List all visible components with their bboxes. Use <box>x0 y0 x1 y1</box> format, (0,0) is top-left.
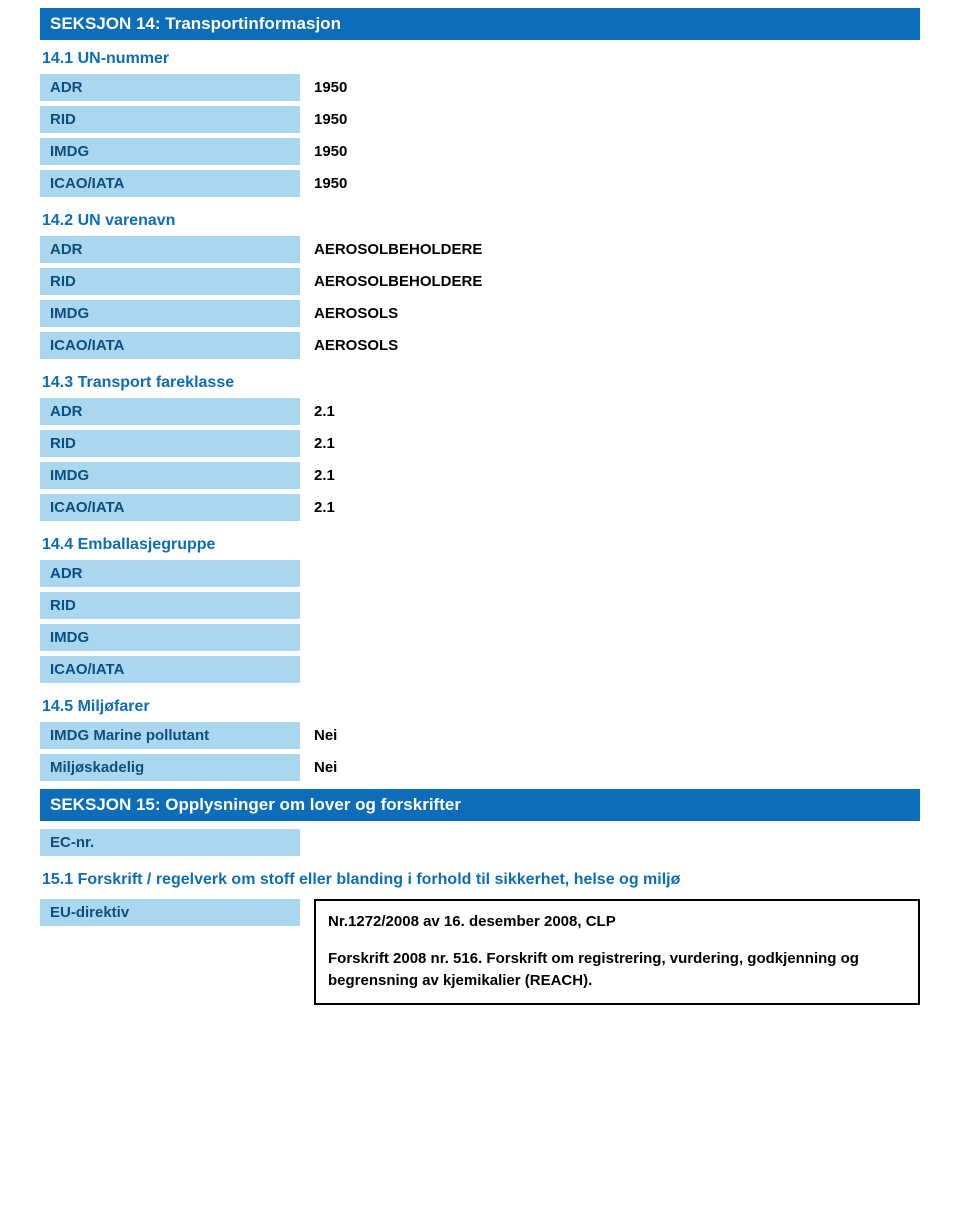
row-14-5-miljo: Miljøskadelig Nei <box>40 754 920 781</box>
heading-15-1: 15.1 Forskrift / regelverk om stoff elle… <box>40 861 920 895</box>
label: EC-nr. <box>40 829 300 856</box>
row-14-2-imdg: IMDG AEROSOLS <box>40 300 920 327</box>
value: AEROSOLS <box>300 332 920 359</box>
value: Nei <box>300 754 920 781</box>
value: 1950 <box>300 74 920 101</box>
row-14-1-rid: RID 1950 <box>40 106 920 133</box>
value: 1950 <box>300 106 920 133</box>
label: IMDG Marine pollutant <box>40 722 300 749</box>
label: RID <box>40 106 300 133</box>
row-ec-nr: EC-nr. <box>40 829 920 856</box>
row-14-3-adr: ADR 2.1 <box>40 398 920 425</box>
label: Miljøskadelig <box>40 754 300 781</box>
label: RID <box>40 268 300 295</box>
value: 2.1 <box>300 398 920 425</box>
label: ADR <box>40 74 300 101</box>
row-14-4-adr: ADR <box>40 560 920 587</box>
eu-direktiv-box: Nr.1272/2008 av 16. desember 2008, CLP F… <box>314 899 920 1005</box>
row-14-4-icao: ICAO/IATA <box>40 656 920 683</box>
label: ICAO/IATA <box>40 332 300 359</box>
row-14-4-imdg: IMDG <box>40 624 920 651</box>
heading-14-4: 14.4 Emballasjegruppe <box>40 526 920 560</box>
value: Nei <box>300 722 920 749</box>
label: RID <box>40 430 300 457</box>
value: 2.1 <box>300 494 920 521</box>
value: AEROSOLBEHOLDERE <box>300 236 920 263</box>
value <box>300 624 920 651</box>
section15-header: SEKSJON 15: Opplysninger om lover og for… <box>40 789 920 821</box>
value: 1950 <box>300 138 920 165</box>
heading-14-3: 14.3 Transport fareklasse <box>40 364 920 398</box>
eu-line1: Nr.1272/2008 av 16. desember 2008, CLP <box>328 911 906 934</box>
row-14-1-icao: ICAO/IATA 1950 <box>40 170 920 197</box>
label: ADR <box>40 398 300 425</box>
label: IMDG <box>40 462 300 489</box>
row-14-3-imdg: IMDG 2.1 <box>40 462 920 489</box>
label: ICAO/IATA <box>40 170 300 197</box>
label: ADR <box>40 236 300 263</box>
label: EU-direktiv <box>40 899 300 926</box>
row-14-5-marine: IMDG Marine pollutant Nei <box>40 722 920 749</box>
label: IMDG <box>40 300 300 327</box>
value <box>300 656 920 683</box>
row-14-2-rid: RID AEROSOLBEHOLDERE <box>40 268 920 295</box>
label: ICAO/IATA <box>40 656 300 683</box>
row-14-2-adr: ADR AEROSOLBEHOLDERE <box>40 236 920 263</box>
heading-14-1: 14.1 UN-nummer <box>40 40 920 74</box>
label: IMDG <box>40 138 300 165</box>
value <box>300 560 920 587</box>
label: ADR <box>40 560 300 587</box>
label: ICAO/IATA <box>40 494 300 521</box>
value <box>300 829 920 856</box>
value: 2.1 <box>300 430 920 457</box>
row-14-3-rid: RID 2.1 <box>40 430 920 457</box>
value <box>300 592 920 619</box>
value: 1950 <box>300 170 920 197</box>
row-14-2-icao: ICAO/IATA AEROSOLS <box>40 332 920 359</box>
row-14-3-icao: ICAO/IATA 2.1 <box>40 494 920 521</box>
eu-line2: Forskrift 2008 nr. 516. Forskrift om reg… <box>328 948 906 993</box>
row-14-1-adr: ADR 1950 <box>40 74 920 101</box>
section14-header: SEKSJON 14: Transportinformasjon <box>40 8 920 40</box>
value: AEROSOLS <box>300 300 920 327</box>
row-14-1-imdg: IMDG 1950 <box>40 138 920 165</box>
row-14-4-rid: RID <box>40 592 920 619</box>
eu-direktiv-row: EU-direktiv Nr.1272/2008 av 16. desember… <box>40 899 920 1005</box>
heading-14-5: 14.5 Miljøfarer <box>40 688 920 722</box>
label: IMDG <box>40 624 300 651</box>
value: AEROSOLBEHOLDERE <box>300 268 920 295</box>
heading-14-2: 14.2 UN varenavn <box>40 202 920 236</box>
label: RID <box>40 592 300 619</box>
value: 2.1 <box>300 462 920 489</box>
